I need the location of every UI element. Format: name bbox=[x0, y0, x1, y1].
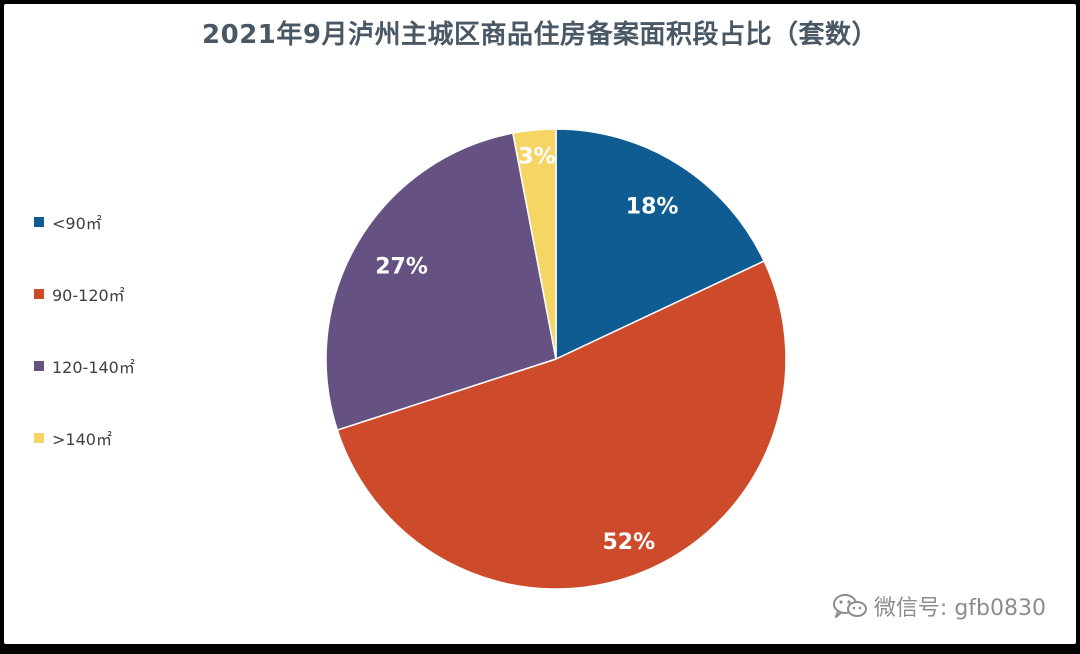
legend-item-gt140: >140㎡ bbox=[34, 428, 112, 449]
legend-label-90-120: 90-120㎡ bbox=[52, 286, 125, 305]
legend-swatch-90-120 bbox=[34, 289, 44, 299]
pie-value-labels: 18% 52% 27% 3% bbox=[375, 144, 678, 554]
legend-item-lt90: <90㎡ bbox=[34, 212, 102, 233]
pie-label-lt90: 18% bbox=[626, 195, 679, 220]
legend-swatch-gt140 bbox=[34, 433, 44, 443]
pie-slice-120-140 bbox=[325, 132, 557, 432]
legend-swatch-lt90 bbox=[34, 217, 44, 227]
watermark-text: 微信号: gfb0830 bbox=[873, 596, 1046, 621]
wechat-icon bbox=[832, 594, 867, 618]
legend-item-90-120: 90-120㎡ bbox=[34, 284, 125, 305]
legend-swatch-120-140 bbox=[34, 361, 44, 371]
legend-label-120-140: 120-140㎡ bbox=[52, 358, 135, 377]
watermark: 微信号: gfb0830 bbox=[832, 590, 1046, 622]
pie-slices bbox=[325, 128, 787, 590]
legend-item-120-140: 120-140㎡ bbox=[34, 356, 135, 377]
pie-label-90-120: 52% bbox=[602, 530, 655, 555]
chart-canvas: 2021年9月泸州主城区商品住房备案面积段占比（套数） 18% 52% 27% 3% … bbox=[4, 4, 1076, 644]
pie-chart: 18% 52% 27% 3% bbox=[325, 128, 787, 590]
pie-slice-lt90 bbox=[555, 128, 766, 361]
pie-label-gt140: 3% bbox=[518, 144, 555, 169]
pie-label-120-140: 27% bbox=[375, 255, 428, 280]
legend-label-gt140: >140㎡ bbox=[52, 430, 112, 449]
legend-label-lt90: <90㎡ bbox=[52, 214, 102, 233]
pie-slice-90-120 bbox=[336, 260, 787, 590]
chart-title: 2021年9月泸州主城区商品住房备案面积段占比（套数） bbox=[202, 20, 878, 50]
pie-slice-gt140 bbox=[512, 128, 557, 360]
